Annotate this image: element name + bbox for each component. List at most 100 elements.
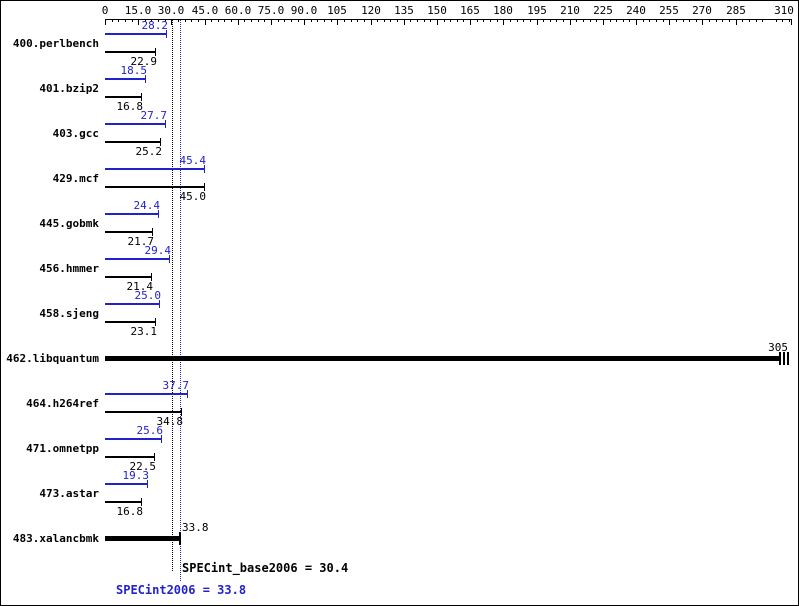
peak-bar-end-tick bbox=[204, 165, 205, 173]
axis-major-tick bbox=[669, 19, 670, 25]
axis-minor-tick bbox=[616, 19, 617, 22]
axis-major-tick bbox=[603, 19, 604, 25]
axis-minor-tick bbox=[264, 19, 265, 22]
peak-value: 25.6 bbox=[136, 424, 164, 437]
axis-minor-tick bbox=[311, 19, 312, 22]
peak-bar bbox=[105, 438, 162, 440]
base-bar bbox=[105, 321, 156, 323]
axis-minor-tick bbox=[576, 19, 577, 22]
bar-end-tick bbox=[179, 532, 181, 545]
result-bar bbox=[105, 536, 180, 541]
peak-bar bbox=[105, 213, 159, 215]
peak-mean-line bbox=[180, 20, 181, 581]
axis-minor-tick bbox=[198, 19, 199, 22]
peak-value: 37.7 bbox=[162, 379, 190, 392]
axis-minor-tick bbox=[151, 19, 152, 22]
axis-minor-tick bbox=[583, 19, 584, 22]
axis-tick-label: 270 bbox=[692, 4, 712, 17]
axis-tick-label: 310 bbox=[774, 4, 794, 17]
axis-minor-tick bbox=[543, 19, 544, 22]
peak-bar-end-tick bbox=[187, 390, 188, 398]
base-mean-line bbox=[172, 20, 173, 571]
benchmark-label: 471.omnetpp bbox=[26, 442, 99, 455]
axis-minor-tick bbox=[397, 19, 398, 22]
axis-minor-tick bbox=[517, 19, 518, 22]
x-axis-line bbox=[105, 19, 792, 20]
axis-minor-tick bbox=[191, 19, 192, 22]
base-bar bbox=[105, 456, 155, 458]
axis-minor-tick bbox=[410, 19, 411, 22]
axis-minor-tick bbox=[324, 19, 325, 22]
benchmark-label: 456.hmmer bbox=[39, 262, 99, 275]
peak-bar-end-tick bbox=[166, 30, 167, 38]
bar-end-tick bbox=[779, 352, 781, 365]
axis-tick-label: 195 bbox=[527, 4, 547, 17]
axis-major-tick bbox=[337, 19, 338, 25]
axis-tick-label: 45.0 bbox=[191, 4, 219, 17]
peak-value: 45.4 bbox=[179, 154, 207, 167]
axis-minor-tick bbox=[742, 19, 743, 22]
base-value: 16.8 bbox=[116, 100, 144, 113]
peak-bar bbox=[105, 123, 166, 125]
axis-minor-tick bbox=[185, 19, 186, 22]
axis-minor-tick bbox=[729, 19, 730, 22]
axis-minor-tick bbox=[623, 19, 624, 22]
axis-minor-tick bbox=[224, 19, 225, 22]
base-bar-end-tick bbox=[155, 318, 156, 326]
axis-major-tick bbox=[470, 19, 471, 25]
axis-tick-label: 105 bbox=[327, 4, 347, 17]
benchmark-label: 429.mcf bbox=[52, 172, 99, 185]
base-bar-end-tick bbox=[181, 408, 182, 416]
axis-minor-tick bbox=[709, 19, 710, 22]
peak-value: 24.4 bbox=[133, 199, 161, 212]
axis-major-tick bbox=[791, 19, 792, 25]
axis-minor-tick bbox=[351, 19, 352, 22]
axis-minor-tick bbox=[483, 19, 484, 22]
peak-bar-end-tick bbox=[169, 255, 170, 263]
axis-major-tick bbox=[205, 19, 206, 25]
axis-minor-tick bbox=[683, 19, 684, 22]
axis-tick-label: 15.0 bbox=[124, 4, 152, 17]
base-bar bbox=[105, 501, 142, 503]
axis-major-tick bbox=[702, 19, 703, 25]
axis-major-tick bbox=[171, 19, 172, 25]
axis-minor-tick bbox=[716, 19, 717, 22]
axis-minor-tick bbox=[530, 19, 531, 22]
base-bar bbox=[105, 96, 142, 98]
peak-value: 25.0 bbox=[134, 289, 162, 302]
axis-minor-tick bbox=[251, 19, 252, 22]
axis-minor-tick bbox=[649, 19, 650, 22]
axis-tick-label: 30.0 bbox=[157, 4, 185, 17]
base-bar-end-tick bbox=[141, 93, 142, 101]
base-bar bbox=[105, 276, 152, 278]
base-bar bbox=[105, 411, 182, 413]
benchmark-label: 462.libquantum bbox=[6, 352, 99, 365]
base-value: 21.4 bbox=[126, 280, 154, 293]
axis-tick-label: 165 bbox=[460, 4, 480, 17]
axis-minor-tick bbox=[118, 19, 119, 22]
benchmark-label: 403.gcc bbox=[52, 127, 99, 140]
base-bar-end-tick bbox=[141, 498, 142, 506]
axis-minor-tick bbox=[331, 19, 332, 22]
axis-minor-tick bbox=[749, 19, 750, 22]
base-bar bbox=[105, 186, 205, 188]
axis-tick-label: 225 bbox=[593, 4, 613, 17]
base-bar-end-tick bbox=[151, 273, 152, 281]
base-bar-end-tick bbox=[152, 228, 153, 236]
peak-bar bbox=[105, 258, 170, 260]
axis-major-tick bbox=[636, 19, 637, 25]
benchmark-label: 483.xalancbmk bbox=[12, 532, 99, 545]
base-bar-end-tick bbox=[155, 48, 156, 56]
axis-minor-tick bbox=[556, 19, 557, 22]
benchmark-label: 464.h264ref bbox=[26, 397, 99, 410]
base-bar-end-tick bbox=[204, 183, 205, 191]
axis-minor-tick bbox=[629, 19, 630, 22]
axis-tick-label: 135 bbox=[394, 4, 414, 17]
peak-bar-end-tick bbox=[165, 120, 166, 128]
axis-major-tick bbox=[404, 19, 405, 25]
peak-value: 28.2 bbox=[141, 19, 169, 32]
axis-minor-tick bbox=[563, 19, 564, 22]
base-bar bbox=[105, 51, 156, 53]
axis-tick-label: 75.0 bbox=[257, 4, 285, 17]
axis-tick-label: 60.0 bbox=[224, 4, 252, 17]
